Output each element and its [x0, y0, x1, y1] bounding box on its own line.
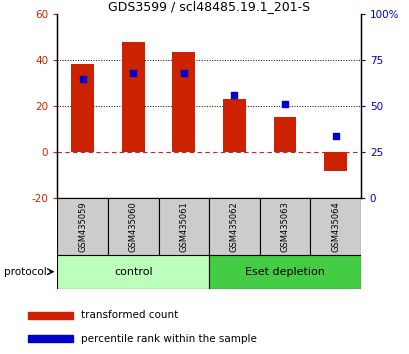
Bar: [28, 312, 73, 319]
Text: transformed count: transformed count: [81, 310, 178, 320]
Text: control: control: [114, 267, 152, 277]
Bar: [28, 335, 73, 342]
Bar: [57, 198, 108, 255]
Text: GSM435059: GSM435059: [78, 201, 87, 252]
Text: GSM435064: GSM435064: [330, 201, 339, 252]
Text: GSM435060: GSM435060: [128, 201, 137, 252]
Bar: [172, 52, 195, 152]
Bar: [121, 42, 144, 152]
Text: protocol: protocol: [4, 267, 47, 277]
Bar: [310, 198, 360, 255]
Point: [331, 133, 338, 138]
Bar: [209, 255, 360, 289]
Bar: [273, 116, 296, 152]
Bar: [259, 198, 310, 255]
Text: GSM435061: GSM435061: [179, 201, 188, 252]
Bar: [158, 198, 209, 255]
Bar: [222, 99, 245, 152]
Bar: [108, 198, 158, 255]
Text: percentile rank within the sample: percentile rank within the sample: [81, 334, 256, 344]
Point: [79, 76, 86, 81]
Bar: [57, 255, 209, 289]
Point: [180, 70, 187, 76]
Bar: [209, 198, 259, 255]
Text: GSM435063: GSM435063: [280, 201, 289, 252]
Bar: [71, 64, 94, 152]
Bar: [324, 152, 346, 171]
Text: GSM435062: GSM435062: [229, 201, 238, 252]
Point: [130, 70, 136, 76]
Title: GDS3599 / scl48485.19.1_201-S: GDS3599 / scl48485.19.1_201-S: [108, 0, 309, 13]
Point: [231, 92, 237, 98]
Point: [281, 102, 288, 107]
Text: Eset depletion: Eset depletion: [245, 267, 324, 277]
